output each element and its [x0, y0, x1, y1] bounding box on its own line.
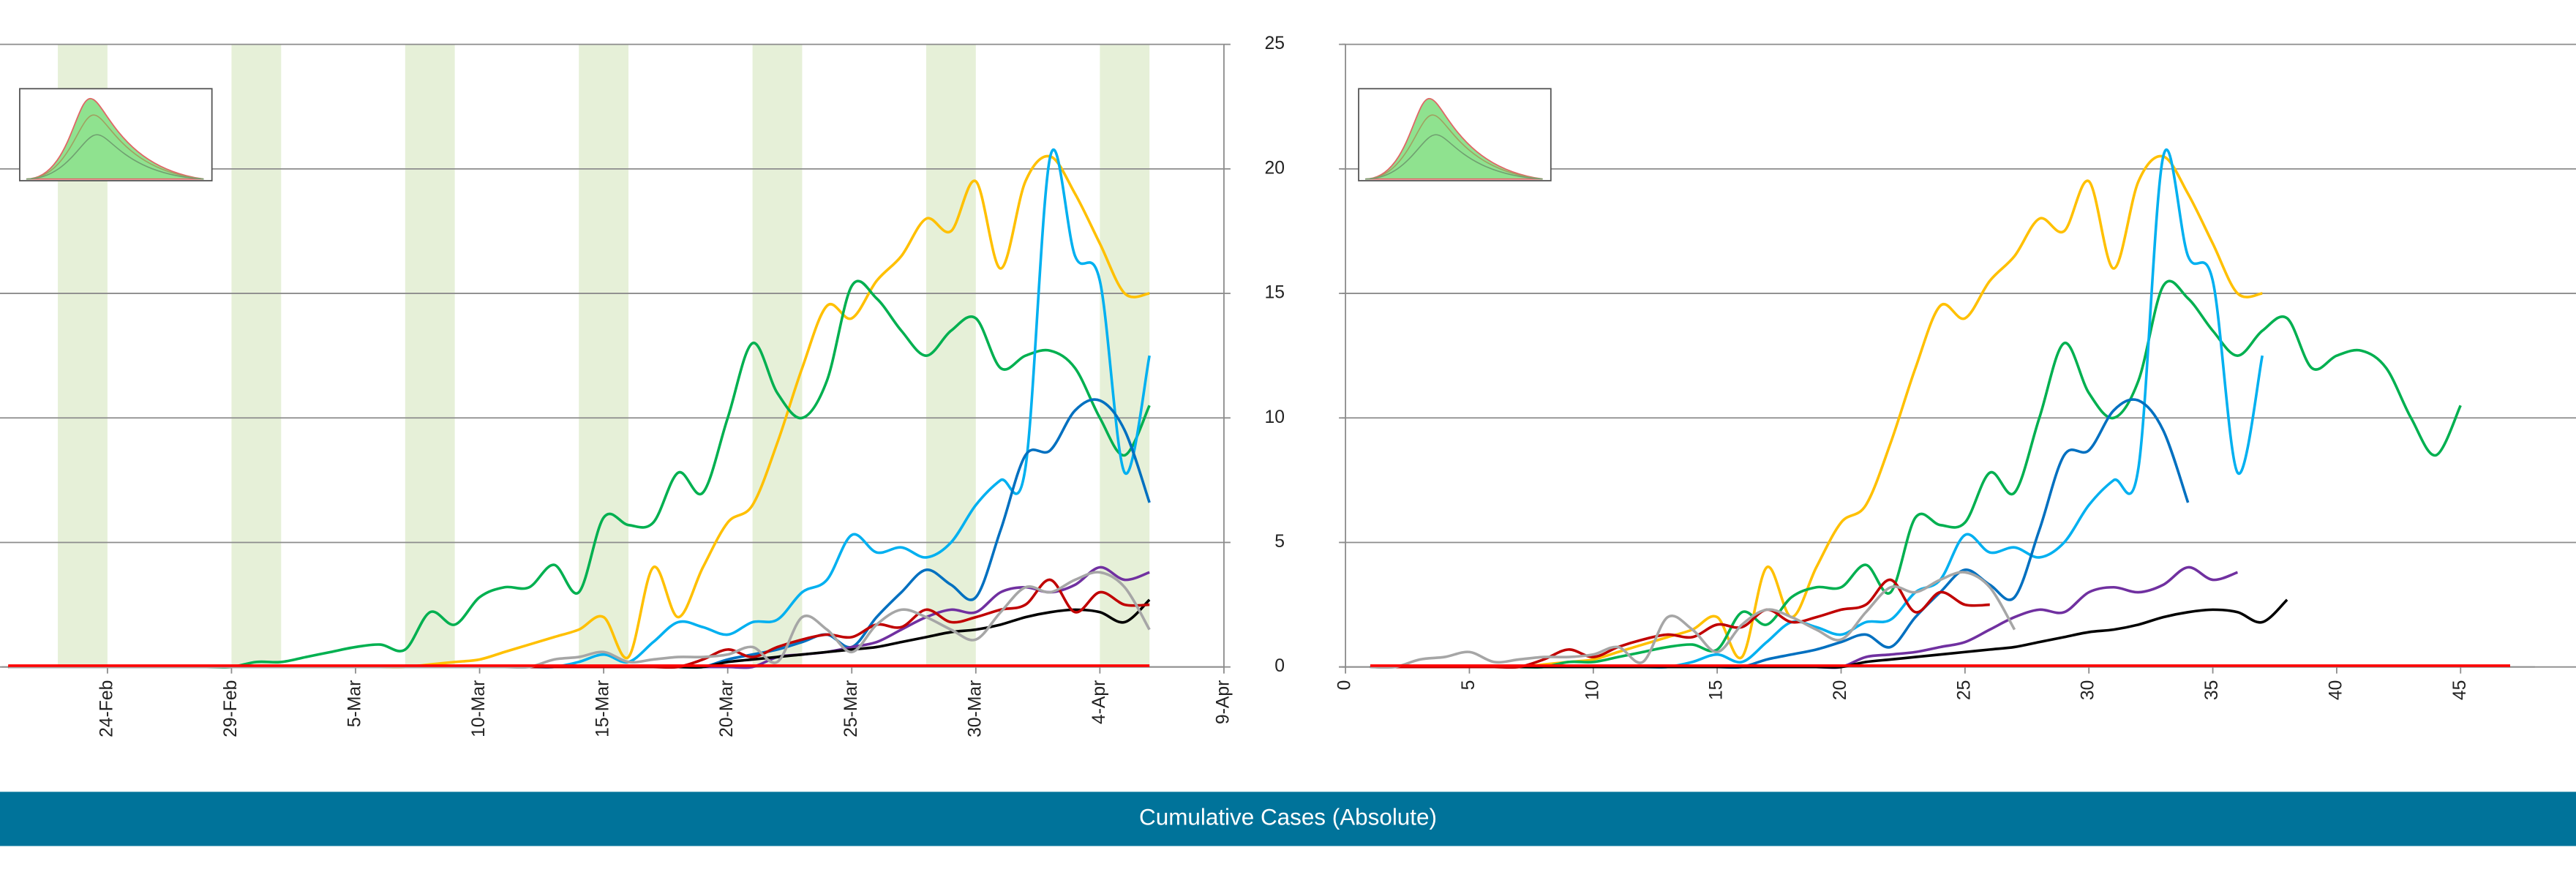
weekend-band [579, 44, 629, 667]
x-tick-label: 15 [1707, 680, 1727, 700]
x-tick-label: 25 [1954, 680, 1974, 700]
series-line [1370, 398, 2190, 669]
x-tick-label: 25-Mar [841, 680, 861, 737]
y-tick-label: 15 [1265, 283, 1285, 303]
series-line [8, 571, 1151, 669]
x-tick-label: 24-Feb [97, 680, 116, 737]
x-tick-label: 20-Mar [717, 680, 737, 737]
x-tick-label: 30-Mar [965, 680, 985, 737]
weekend-bands [58, 44, 1150, 667]
x-tick-label: 20 [1830, 680, 1850, 700]
x-tick-label: 10-Mar [469, 680, 489, 737]
weekend-band [231, 44, 282, 667]
series-line [1370, 598, 2288, 669]
x-tick-label: 5-Mar [345, 680, 365, 727]
y-tick-label: 5 [1274, 532, 1285, 552]
y-tick-label: 0 [1274, 656, 1285, 676]
inset-curve [26, 114, 204, 180]
inset-icon [1358, 88, 1552, 181]
y-tick-label: 10 [1265, 407, 1285, 427]
grid: 24-Feb 29-Feb 5-Mar 10-Mar 15-Mar 20-Mar 25-Ma… [0, 34, 2576, 737]
x-tick-label: 35 [2202, 680, 2222, 700]
x-tick-label: 10 [1582, 680, 1602, 700]
x-tick-label: 5 [1459, 680, 1479, 691]
banner [0, 792, 2576, 846]
x-tick-label: 4-Apr [1089, 680, 1109, 724]
x-tick-label: 9-Apr [1213, 680, 1233, 724]
x-tick-label: 40 [2326, 680, 2346, 700]
weekend-band [752, 44, 803, 667]
lines [8, 148, 2511, 669]
inset-curve [1365, 134, 1543, 180]
series-line [1370, 279, 2462, 669]
y-tick-label: 25 [1265, 34, 1285, 53]
series-line [8, 398, 1151, 669]
content: 24-Feb 29-Feb 5-Mar 10-Mar 15-Mar 20-Mar 25-Ma… [0, 34, 2576, 846]
y-tick-label: 20 [1265, 158, 1285, 178]
series-line [1370, 571, 2016, 669]
x-tick-label: 15-Mar [593, 680, 613, 737]
x-tick-label: 30 [2079, 680, 2098, 700]
series-line [8, 148, 1151, 669]
insets [19, 88, 1552, 181]
inset-icon [19, 88, 213, 181]
x-tick-label: 0 [1335, 680, 1355, 691]
weekend-band [405, 44, 455, 667]
inset-curve [1365, 114, 1543, 180]
inset-curve [26, 134, 204, 180]
banner-title: Cumulative Cases (Absolute) [1139, 805, 1437, 830]
series-line [8, 279, 1151, 669]
weekend-band [925, 44, 976, 667]
x-tick-label: 29-Feb [221, 680, 241, 737]
x-tick-label: 45 [2450, 680, 2470, 700]
